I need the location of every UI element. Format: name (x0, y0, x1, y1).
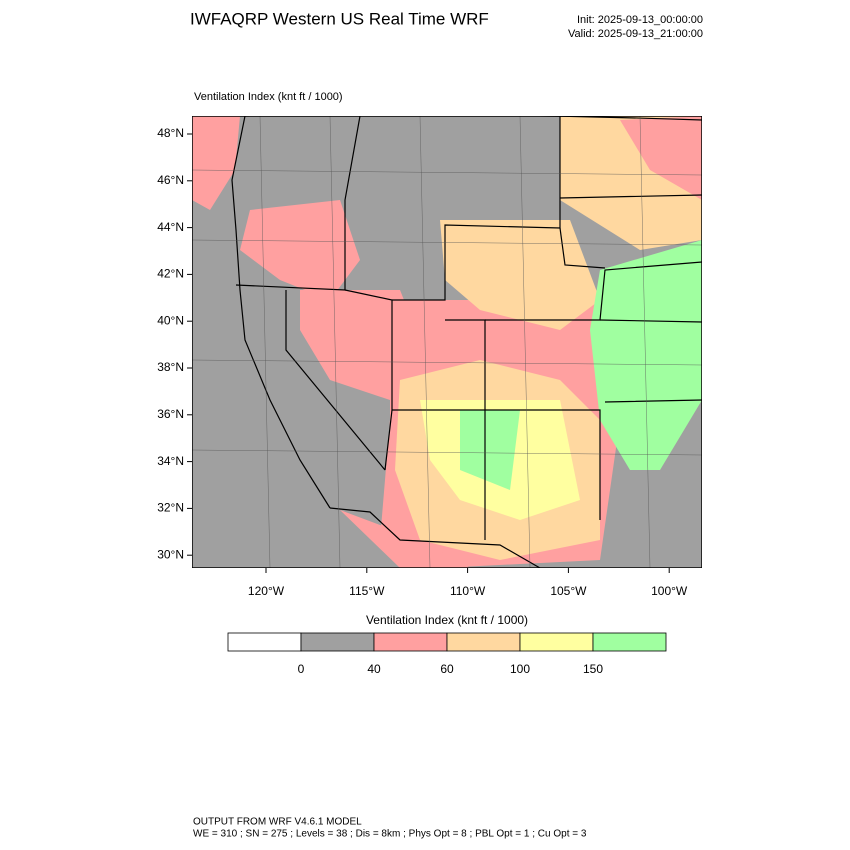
title: IWFAQRP Western US Real Time WRF (190, 9, 489, 28)
colorbar-box (446, 632, 521, 652)
lat-label: 30°N (157, 547, 184, 561)
valid-time: Valid: 2025-09-13_21:00:00 (568, 28, 703, 40)
colorbar-box (227, 632, 302, 652)
colorbar-label: 150 (583, 662, 603, 676)
colorbar-title: Ventilation Index (knt ft / 1000) (366, 613, 528, 627)
colorbar-label: 40 (367, 662, 381, 676)
lon-label: 110°W (450, 584, 486, 598)
map (192, 116, 702, 568)
lat-label: 36°N (157, 407, 184, 421)
colorbar-box (300, 632, 375, 652)
lat-label: 32°N (157, 501, 184, 515)
colorbar-label: 100 (510, 662, 530, 676)
lat-label: 38°N (157, 360, 184, 374)
lon-label: 100°W (651, 584, 688, 598)
lat-label: 44°N (157, 220, 184, 234)
colorbar-box (519, 632, 594, 652)
footer-line: WE = 310 ; SN = 275 ; Levels = 38 ; Dis … (193, 829, 587, 840)
lat-label: 34°N (157, 454, 184, 468)
colorbar-box (373, 632, 448, 652)
lat-label: 48°N (157, 126, 184, 140)
lon-label: 115°W (349, 584, 385, 598)
lat-label: 42°N (157, 267, 184, 281)
lon-label: 105°W (550, 584, 587, 598)
init-time: Init: 2025-09-13_00:00:00 (577, 14, 703, 26)
lat-label: 46°N (157, 173, 184, 187)
colorbar-label: 60 (440, 662, 454, 676)
footer-line: OUTPUT FROM WRF V4.6.1 MODEL (193, 817, 362, 828)
map-label: Ventilation Index (knt ft / 1000) (194, 91, 343, 103)
lon-label: 120°W (248, 584, 285, 598)
colorbar-label: 0 (298, 662, 305, 676)
lat-label: 40°N (157, 313, 184, 327)
colorbar-box (592, 632, 667, 652)
